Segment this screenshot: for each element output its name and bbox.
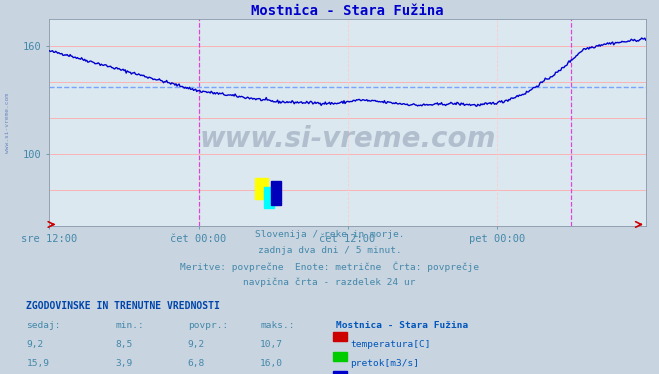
Text: 10,7: 10,7	[260, 340, 283, 349]
Bar	[272, 181, 281, 205]
Bar	[264, 187, 273, 208]
Text: 15,9: 15,9	[26, 359, 49, 368]
Text: Slovenija / reke in morje.: Slovenija / reke in morje.	[255, 230, 404, 239]
Title: Mostnica - Stara Fužina: Mostnica - Stara Fužina	[251, 3, 444, 18]
Text: min.:: min.:	[115, 321, 144, 329]
Bar	[255, 178, 268, 199]
Text: 6,8: 6,8	[188, 359, 205, 368]
Text: pretok[m3/s]: pretok[m3/s]	[351, 359, 420, 368]
Text: temperatura[C]: temperatura[C]	[351, 340, 431, 349]
Text: navpična črta - razdelek 24 ur: navpična črta - razdelek 24 ur	[243, 277, 416, 286]
Text: zadnja dva dni / 5 minut.: zadnja dva dni / 5 minut.	[258, 246, 401, 255]
Text: 8,5: 8,5	[115, 340, 132, 349]
Text: povpr.:: povpr.:	[188, 321, 228, 329]
Text: www.si-vreme.com: www.si-vreme.com	[200, 125, 496, 153]
Text: 9,2: 9,2	[26, 340, 43, 349]
Text: 9,2: 9,2	[188, 340, 205, 349]
Text: sedaj:: sedaj:	[26, 321, 61, 329]
Text: 3,9: 3,9	[115, 359, 132, 368]
Text: Mostnica - Stara Fužina: Mostnica - Stara Fužina	[336, 321, 469, 329]
Text: www.si-vreme.com: www.si-vreme.com	[5, 94, 11, 153]
Text: ZGODOVINSKE IN TRENUTNE VREDNOSTI: ZGODOVINSKE IN TRENUTNE VREDNOSTI	[26, 301, 220, 311]
Text: 16,0: 16,0	[260, 359, 283, 368]
Text: maks.:: maks.:	[260, 321, 295, 329]
Text: Meritve: povprečne  Enote: metrične  Črta: povprečje: Meritve: povprečne Enote: metrične Črta:…	[180, 261, 479, 272]
